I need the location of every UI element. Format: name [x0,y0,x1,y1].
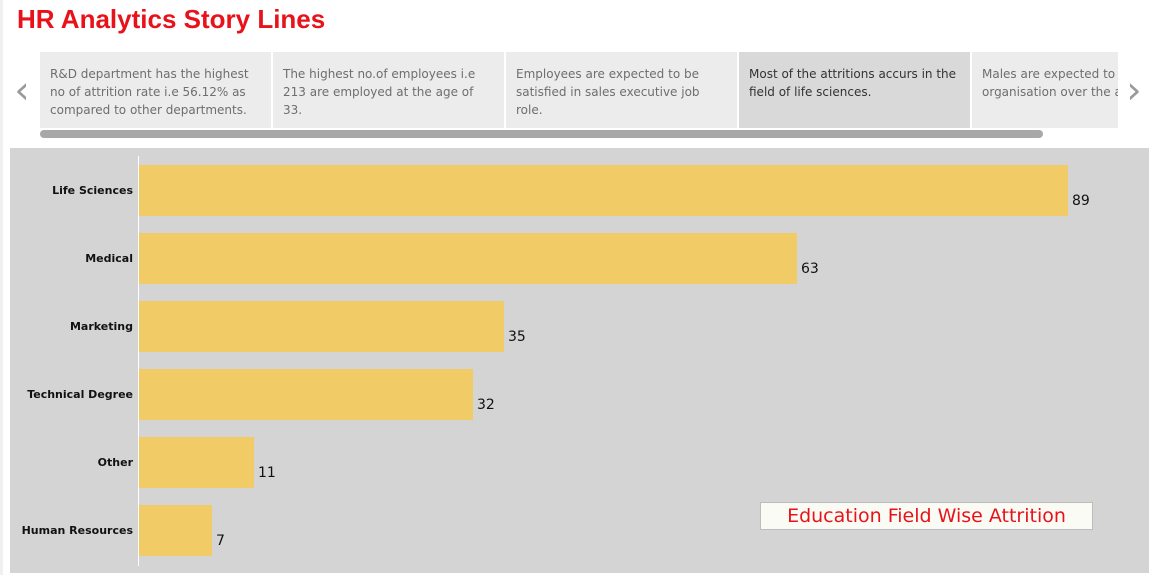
frame-edge [0,0,3,575]
category-label: Other [97,455,133,469]
value-label: 32 [477,397,495,413]
chevron-right-icon: › [1126,68,1142,112]
bar-marketing[interactable] [139,301,504,352]
story-navigator: ‹ R&D department has the highest no of a… [0,52,1158,142]
value-label: 89 [1072,193,1090,209]
category-label: Technical Degree [27,387,133,401]
category-label: Life Sciences [52,183,133,197]
category-label: Medical [85,251,133,265]
value-label: 63 [801,261,819,277]
story-point-4[interactable]: Most of the attritions accurs in the fie… [739,52,970,128]
bar-other[interactable] [139,437,254,488]
bar-medical[interactable] [139,233,797,284]
story-scrollbar[interactable] [40,130,1118,138]
previous-story-point-button[interactable]: ‹ [9,70,35,110]
story-points-viewport: R&D department has the highest no of att… [40,52,1118,128]
chart-area: Education Field Wise Attrition Life Scie… [10,148,1149,573]
chevron-left-icon: ‹ [14,68,30,112]
scrollbar-thumb[interactable] [40,130,1043,138]
dashboard-title: HR Analytics Story Lines [17,4,326,34]
story-point-2[interactable]: The highest no.of employees i.e 213 are … [273,52,504,128]
bar-life-sciences[interactable] [139,165,1068,216]
category-label: Human Resources [21,523,133,537]
story-point-5[interactable]: Males are expected to leave the organisa… [972,52,1118,128]
bar-technical-degree[interactable] [139,369,473,420]
value-label: 7 [216,533,225,549]
value-label: 35 [508,329,526,345]
value-label: 11 [258,465,276,481]
story-points-strip: R&D department has the highest no of att… [40,52,1118,128]
category-axis-line [138,156,139,566]
chart-title: Education Field Wise Attrition [760,502,1093,530]
category-label: Marketing [69,319,133,333]
next-story-point-button[interactable]: › [1121,70,1147,110]
bar-human-resources[interactable] [139,505,212,556]
story-point-3[interactable]: Employees are expected to be satisfied i… [506,52,737,128]
story-point-1[interactable]: R&D department has the highest no of att… [40,52,271,128]
